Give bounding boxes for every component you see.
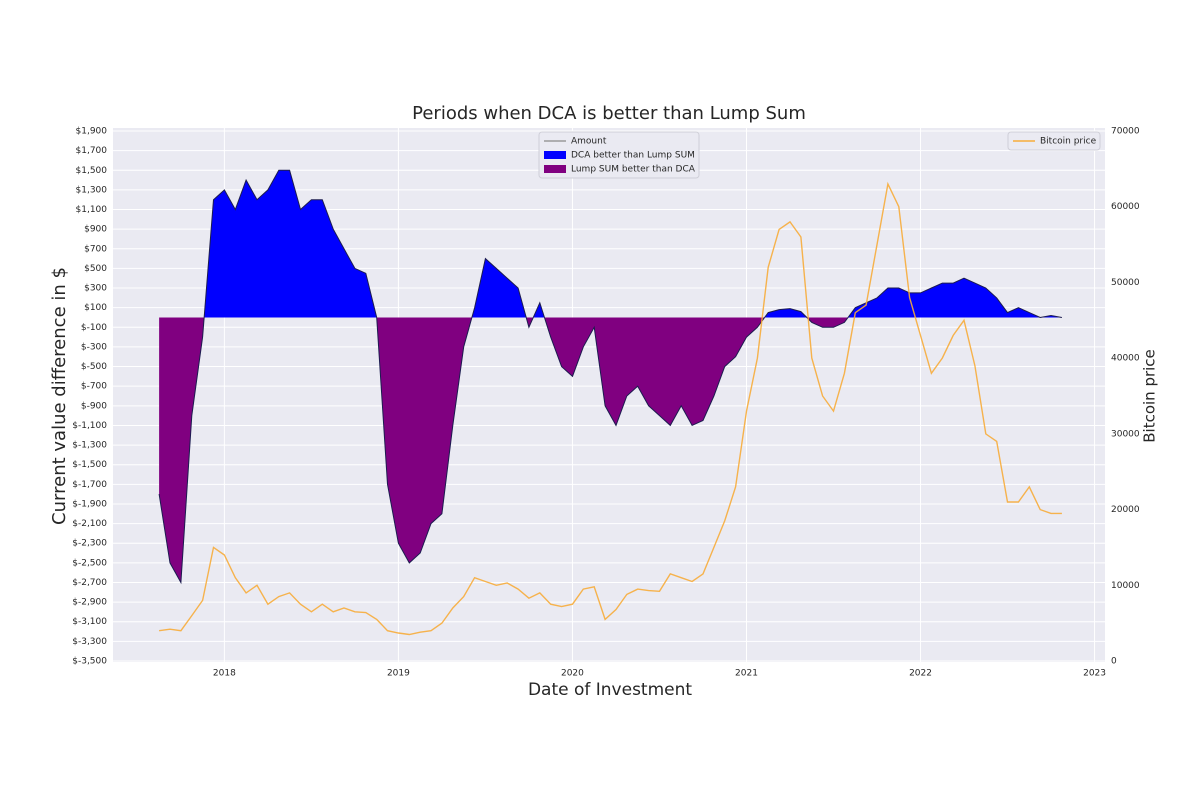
y-tick-label: $1,700 [76, 146, 108, 156]
y-tick-label: $-2,700 [72, 578, 107, 588]
y-tick-label: $500 [84, 264, 107, 274]
legend-label: Bitcoin price [1040, 137, 1097, 147]
area-fill [159, 170, 1062, 318]
x-tick-label: 2022 [909, 669, 932, 679]
y2-axis-label: Bitcoin price [1141, 349, 1159, 443]
y-tick-label: $700 [84, 244, 107, 254]
x-tick-label: 2018 [213, 669, 236, 679]
x-tick-label: 2020 [561, 669, 584, 679]
y2-tick-label: 60000 [1111, 202, 1140, 212]
y2-tick-label: 30000 [1111, 429, 1140, 439]
y-tick-label: $-3,500 [72, 657, 107, 667]
chart-title: Periods when DCA is better than Lump Sum [412, 103, 806, 124]
y-tick-label: $-1,900 [72, 499, 107, 509]
y-tick-label: $1,900 [76, 127, 108, 137]
y-axis-label: Current value difference in $ [49, 267, 70, 525]
y2-tick-label: 40000 [1111, 354, 1140, 364]
x-tick-label: 2023 [1083, 669, 1106, 679]
legend-patch [544, 151, 566, 159]
y2-tick-label: 10000 [1111, 581, 1140, 591]
y-tick-label: $300 [84, 284, 107, 294]
legend-box [1007, 131, 1101, 151]
y2-tick-label: 20000 [1111, 505, 1140, 515]
y2-tick-label: 50000 [1111, 278, 1140, 288]
y-tick-label: $-1,500 [72, 460, 107, 470]
legend-label: Amount [571, 137, 607, 147]
y-tick-label: $-300 [81, 342, 107, 352]
y-tick-label: $-700 [81, 382, 107, 392]
y-tick-label: $100 [84, 303, 107, 313]
y-tick-label: $-1,300 [72, 441, 107, 451]
price-line [159, 181, 1062, 636]
y-tick-label: $-900 [81, 401, 107, 411]
y-tick-label: $1,100 [76, 205, 108, 215]
amount-line [158, 169, 1062, 585]
x-tick-label: 2019 [387, 669, 410, 679]
legend-patch [544, 165, 566, 173]
x-axis-label: Date of Investment [528, 680, 692, 700]
legend-box [538, 131, 700, 179]
legend-label: DCA better than Lump SUM [571, 151, 695, 161]
y2-tick-label: 70000 [1111, 127, 1140, 137]
x-tick-label: 2021 [735, 669, 758, 679]
y-tick-label: $-2,500 [72, 558, 107, 568]
y2-tick-label: 0 [1111, 657, 1117, 667]
y-tick-label: $-2,100 [72, 519, 107, 529]
y-tick-label: $-2,300 [72, 539, 107, 549]
y-tick-label: $-1,700 [72, 480, 107, 490]
y-tick-label: $-100 [81, 323, 107, 333]
y-tick-label: $-3,300 [72, 637, 107, 647]
legend-label: Lump SUM better than DCA [571, 165, 696, 175]
y-tick-label: $900 [84, 225, 107, 235]
y-tick-label: $-3,100 [72, 617, 107, 627]
y-tick-label: $-2,900 [72, 598, 107, 608]
y-tick-label: $1,500 [76, 166, 108, 176]
y-tick-label: $-500 [81, 362, 107, 372]
area-fill [159, 317, 1062, 583]
y-tick-label: $-1,100 [72, 421, 107, 431]
y-tick-label: $1,300 [76, 185, 108, 195]
